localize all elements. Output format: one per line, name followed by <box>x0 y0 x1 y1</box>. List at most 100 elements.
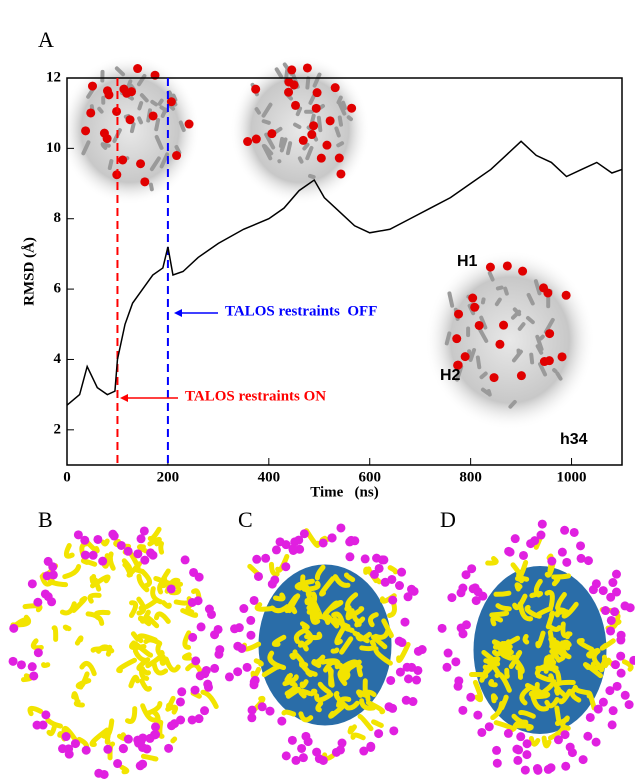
headgroup <box>270 575 280 585</box>
headgroup <box>233 667 243 677</box>
lipid-tail <box>530 693 550 712</box>
lipid-tail <box>285 686 302 699</box>
lipid-tail <box>511 713 529 726</box>
headgroup <box>252 554 262 564</box>
lipid-tail <box>345 700 360 711</box>
atom <box>172 151 182 161</box>
headgroup <box>360 554 370 564</box>
lipid-tail <box>328 668 335 688</box>
helix <box>447 291 455 308</box>
headgroup <box>312 747 322 757</box>
helix <box>444 331 452 346</box>
headgroup <box>473 710 483 720</box>
atom <box>119 84 129 94</box>
lipid-tail <box>557 688 573 705</box>
helix <box>160 107 168 118</box>
headgroup <box>547 556 557 566</box>
lipid-tail <box>271 634 287 647</box>
lipid-tail <box>63 543 75 559</box>
lipid-tail <box>345 606 365 621</box>
helix <box>254 107 261 115</box>
lipid-tail <box>137 544 149 554</box>
atom <box>543 288 553 298</box>
lipid-tail <box>107 551 116 571</box>
headgroup <box>27 579 37 589</box>
helix <box>535 334 544 352</box>
headgroup <box>204 604 214 614</box>
headgroup <box>503 728 513 738</box>
helix <box>302 142 310 151</box>
headgroup <box>318 538 328 548</box>
helix <box>159 152 170 169</box>
lipid-tail <box>334 627 346 646</box>
atom <box>470 302 480 312</box>
headgroup <box>443 648 453 658</box>
lipid-tail <box>290 606 298 615</box>
helix <box>552 368 558 374</box>
lipid-tail <box>599 638 616 651</box>
headgroup <box>477 727 487 737</box>
lipid-tail <box>357 713 374 732</box>
lipid-tail <box>493 720 516 733</box>
lipid-tail <box>132 648 150 664</box>
atom <box>125 115 135 125</box>
atom <box>298 135 308 145</box>
lipid-tail <box>555 592 567 611</box>
lipid-tail <box>282 674 299 687</box>
lipid-tail <box>508 650 523 669</box>
lipid-tail <box>41 662 51 669</box>
headgroup <box>437 623 447 633</box>
lipid-tail <box>147 536 162 547</box>
helix <box>285 141 293 156</box>
lipid-tail <box>139 568 153 589</box>
atom <box>499 320 509 330</box>
headgroup <box>388 595 398 605</box>
headgroup <box>478 591 488 601</box>
lipid-tail <box>250 666 262 679</box>
atom <box>251 84 261 94</box>
headgroup <box>553 735 563 745</box>
lipid-tail <box>522 633 530 645</box>
lipid-tail <box>352 630 370 644</box>
lipid-tail <box>544 589 555 609</box>
atom <box>302 63 312 73</box>
lipid-tail <box>158 541 165 555</box>
headgroup <box>81 745 91 755</box>
y-tick-label: 8 <box>54 210 62 226</box>
headgroup <box>234 623 244 633</box>
lipid-tail <box>343 572 356 583</box>
lipid-tail <box>490 701 505 721</box>
atom <box>104 90 114 100</box>
lipid-tail <box>284 680 298 696</box>
micelle-core <box>45 566 185 734</box>
lipid-tail <box>128 674 141 689</box>
headgroup <box>8 656 18 666</box>
lipid-tail <box>164 581 184 587</box>
lipid-tail <box>528 735 541 747</box>
headgroup <box>522 739 532 749</box>
headgroup <box>210 663 220 673</box>
annotation: TALOS restraints OFF <box>225 303 377 319</box>
atom <box>316 153 326 163</box>
headgroup <box>397 567 407 577</box>
lipid-tail <box>298 688 312 699</box>
headgroup <box>249 595 259 605</box>
headgroup <box>561 761 571 771</box>
headgroup <box>239 604 249 614</box>
helix <box>312 72 322 88</box>
atom <box>453 360 463 370</box>
headgroup <box>625 603 635 613</box>
lipid-tail <box>294 578 315 591</box>
lipid-tail <box>90 645 110 653</box>
headgroup <box>400 617 410 627</box>
atom <box>127 87 137 97</box>
headgroup <box>585 712 595 722</box>
headgroup <box>403 592 413 602</box>
lipid-tail <box>560 621 573 639</box>
lipid-tail <box>145 701 163 716</box>
lipid-tail <box>139 666 150 681</box>
lipid-tail <box>254 602 276 612</box>
headgroup <box>401 695 411 705</box>
headgroup <box>458 705 468 715</box>
lipid-tail <box>124 706 138 724</box>
